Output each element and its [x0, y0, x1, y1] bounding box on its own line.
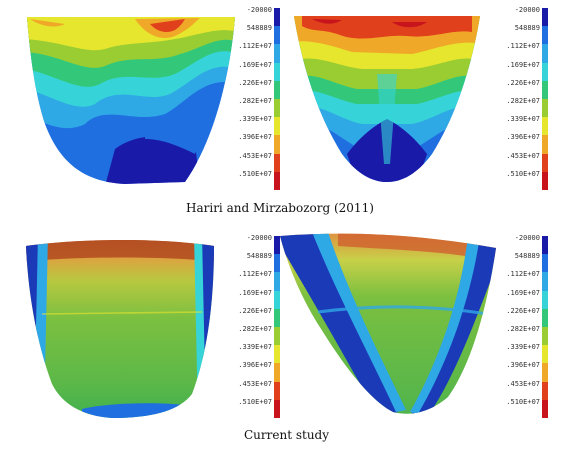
- legend-color-swatch: [274, 153, 280, 172]
- legend-tick-label: .169E+07: [238, 288, 272, 297]
- legend-color-swatch: [542, 363, 548, 382]
- legend-tick-label: .396E+07: [238, 133, 272, 142]
- stress-contour-plot-top-right: [294, 16, 480, 182]
- legend-color-swatch: [274, 308, 280, 327]
- stress-contour-plot-bottom-left: [26, 240, 214, 418]
- dam-contour-bottom-left: [22, 234, 218, 420]
- legend-tick-label: .396E+07: [238, 361, 272, 370]
- color-legend-top-right: -20000 548889 .112E+07 .169E+07 .226E+07 .282…: [494, 6, 554, 190]
- color-legend-top-left: -20000 548889 .112E+07 .169E+07 .226E+07 .282…: [226, 6, 286, 190]
- legend-color-swatch: [274, 44, 280, 63]
- legend-color-swatch: [542, 171, 548, 190]
- legend-color-swatch: [542, 308, 548, 327]
- legend-color-swatch: [274, 135, 280, 154]
- caption-reference-study: Hariri and Mirzabozorg (2011): [186, 201, 374, 215]
- legend-color-swatch: [542, 135, 548, 154]
- dam-contour-top-right: [292, 14, 482, 184]
- legend-color-swatch: [274, 8, 280, 27]
- legend-color-swatch: [274, 26, 280, 45]
- legend-color-swatch: [542, 62, 548, 81]
- dam-contour-top-left: [25, 14, 237, 186]
- legend-color-swatch: [542, 399, 548, 418]
- legend-tick-label: .282E+07: [238, 325, 272, 333]
- legend-tick-label: .396E+07: [506, 361, 540, 370]
- legend-color-swatch: [274, 290, 280, 309]
- legend-tick-label: .339E+07: [238, 343, 272, 352]
- legend-tick-label: 548889: [514, 24, 540, 33]
- legend-color-swatch: [274, 399, 280, 418]
- legend-tick-label: -20000: [514, 234, 540, 242]
- legend-color-swatch: [542, 99, 548, 118]
- legend-tick-label: .112E+07: [506, 42, 540, 51]
- legend-tick-label: .226E+07: [238, 78, 272, 87]
- legend-color-swatch: [542, 327, 548, 346]
- legend-color-swatch: [542, 153, 548, 172]
- legend-color-swatch: [274, 381, 280, 400]
- stress-contour-plot-top-left: [27, 17, 235, 184]
- legend-tick-label: .169E+07: [506, 288, 540, 297]
- legend-tick-label: .396E+07: [506, 133, 540, 142]
- color-legend-bottom-right: -20000 548889 .112E+07 .169E+07 .226E+07 .282…: [494, 234, 554, 418]
- legend-color-swatch: [542, 80, 548, 99]
- legend-color-swatch: [274, 171, 280, 190]
- legend-tick-label: 548889: [246, 24, 272, 33]
- legend-color-swatch: [274, 99, 280, 118]
- legend-tick-label: .510E+07: [238, 169, 272, 178]
- dam-contour-bottom-right: [278, 232, 498, 416]
- legend-tick-label: .169E+07: [238, 60, 272, 69]
- legend-tick-label: .453E+07: [506, 379, 540, 388]
- color-legend-bottom-left: -20000 548889 .112E+07 .169E+07 .226E+07 .282…: [226, 234, 286, 418]
- legend-color-swatch: [274, 345, 280, 364]
- legend-tick-label: .453E+07: [238, 151, 272, 160]
- legend-tick-label: .339E+07: [238, 115, 272, 124]
- legend-tick-label: 548889: [514, 252, 540, 261]
- stress-contour-plot-bottom-right: [280, 233, 496, 414]
- legend-tick-label: -20000: [246, 234, 272, 242]
- legend-color-swatch: [542, 236, 548, 255]
- legend-color-swatch: [274, 363, 280, 382]
- legend-tick-label: -20000: [514, 6, 540, 14]
- legend-color-swatch: [542, 381, 548, 400]
- legend-tick-label: -20000: [246, 6, 272, 14]
- legend-tick-label: .169E+07: [506, 60, 540, 69]
- legend-tick-label: .339E+07: [506, 343, 540, 352]
- legend-tick-label: .282E+07: [238, 97, 272, 105]
- legend-color-swatch: [542, 8, 548, 27]
- legend-tick-label: .339E+07: [506, 115, 540, 124]
- legend-color-swatch: [542, 254, 548, 273]
- legend-color-swatch: [274, 117, 280, 136]
- legend-tick-label: .226E+07: [506, 78, 540, 87]
- legend-tick-label: .510E+07: [506, 169, 540, 178]
- legend-color-swatch: [542, 345, 548, 364]
- legend-color-swatch: [274, 272, 280, 291]
- legend-tick-label: .453E+07: [238, 379, 272, 388]
- legend-color-swatch: [542, 26, 548, 45]
- legend-tick-label: .226E+07: [506, 306, 540, 315]
- legend-color-swatch: [542, 272, 548, 291]
- legend-tick-label: .453E+07: [506, 151, 540, 160]
- legend-color-swatch: [274, 236, 280, 255]
- legend-color-swatch: [542, 117, 548, 136]
- legend-color-swatch: [274, 80, 280, 99]
- legend-tick-label: .112E+07: [238, 270, 272, 279]
- legend-tick-label: .510E+07: [238, 397, 272, 406]
- caption-current-study: Current study: [244, 428, 330, 442]
- legend-tick-label: .282E+07: [506, 97, 540, 105]
- legend-color-swatch: [274, 327, 280, 346]
- legend-tick-label: .112E+07: [238, 42, 272, 51]
- legend-tick-label: .226E+07: [238, 306, 272, 315]
- legend-tick-label: .510E+07: [506, 397, 540, 406]
- legend-color-swatch: [274, 254, 280, 273]
- legend-tick-label: .112E+07: [506, 270, 540, 279]
- legend-color-swatch: [274, 62, 280, 81]
- legend-color-swatch: [542, 44, 548, 63]
- legend-tick-label: 548889: [246, 252, 272, 261]
- legend-tick-label: .282E+07: [506, 325, 540, 333]
- legend-color-swatch: [542, 290, 548, 309]
